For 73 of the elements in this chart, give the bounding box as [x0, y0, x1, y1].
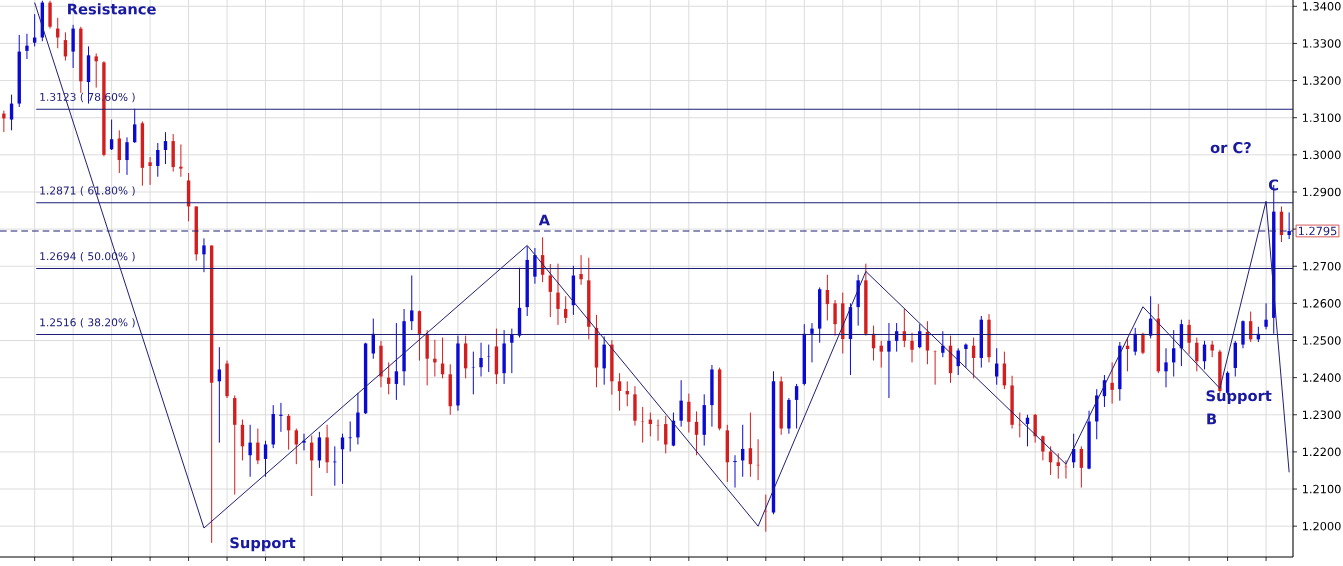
candlestick: [941, 330, 945, 358]
y-tick-label: 1.2000: [1302, 521, 1341, 531]
candlestick: [533, 247, 537, 285]
y-tick-label: 1.3400: [1302, 2, 1341, 11]
candlestick: [32, 13, 37, 47]
candlestick: [879, 340, 883, 369]
y-tick-label: 1.3000: [1302, 150, 1341, 160]
candlestick: [602, 335, 606, 386]
candlestick: [94, 52, 98, 89]
candlestick: [640, 406, 645, 444]
candlestick: [117, 129, 121, 174]
candlestick: [263, 440, 268, 478]
candlestick: [679, 379, 683, 428]
candlestick: [202, 237, 206, 273]
candlestick: [125, 136, 129, 176]
candlestick: [248, 424, 252, 478]
candlestick: [179, 143, 183, 178]
candlestick: [148, 156, 152, 186]
ref-line-label: 1.2795: [1298, 226, 1337, 236]
candlestick: [810, 322, 814, 363]
candlestick: [410, 275, 414, 331]
candlestick: [1264, 302, 1268, 330]
annotation: or C?: [1210, 142, 1251, 154]
y-tick-label: 1.3300: [1302, 39, 1341, 48]
candlestick: [348, 420, 352, 453]
candlestick: [564, 295, 568, 324]
y-tick-label: 1.2200: [1302, 447, 1341, 457]
candlestick: [279, 402, 283, 433]
candlestick: [887, 322, 891, 399]
candlestick: [417, 309, 422, 362]
candlestick: [687, 393, 691, 434]
candlestick: [433, 339, 437, 378]
candlestick: [1141, 332, 1145, 355]
candlestick: [2, 110, 6, 133]
candlestick: [964, 342, 968, 369]
candlestick: [340, 433, 345, 485]
annotation: B: [1207, 413, 1217, 425]
candlestick: [617, 372, 622, 412]
annotation: Support: [1206, 390, 1272, 405]
candlestick: [217, 346, 222, 444]
candlestick: [256, 428, 260, 465]
candlestick: [25, 33, 29, 60]
candlestick: [556, 263, 560, 326]
y-tick-label: 1.2400: [1302, 373, 1341, 382]
candlestick: [1164, 347, 1168, 388]
candlestick: [510, 328, 514, 374]
annotation: Resistance: [68, 3, 156, 15]
y-tick-label: 1.2900: [1302, 187, 1341, 197]
candlestick: [394, 322, 399, 401]
annotation: C: [1268, 179, 1279, 191]
y-tick-label: 1.2600: [1302, 299, 1341, 308]
y-tick-label: 1.2700: [1302, 261, 1341, 271]
ref-line-label: 1.2516 ( 38.20% ): [40, 318, 135, 328]
y-tick-label: 1.2300: [1302, 410, 1341, 420]
candlestick: [1110, 361, 1114, 405]
candlestick: [1056, 452, 1060, 480]
candlestick: [1287, 211, 1291, 240]
annotation: A: [538, 214, 550, 226]
candlestick: [133, 108, 137, 144]
candlestick: [910, 332, 914, 363]
candlestick: [479, 342, 483, 378]
candlestick: [1033, 413, 1037, 444]
candlestick: [71, 24, 75, 69]
candlestick: [833, 299, 837, 337]
y-tick-label: 1.3100: [1302, 113, 1341, 122]
candlestick: [579, 254, 583, 286]
annotation: Support: [230, 537, 296, 552]
y-tick-label: 1.2500: [1302, 336, 1341, 345]
y-tick-label: 1.3200: [1302, 76, 1341, 85]
candlestick: [1187, 319, 1191, 355]
y-tick-label: 1.2100: [1302, 484, 1341, 494]
candlestick: [1241, 319, 1245, 349]
candlestick: [163, 131, 168, 165]
